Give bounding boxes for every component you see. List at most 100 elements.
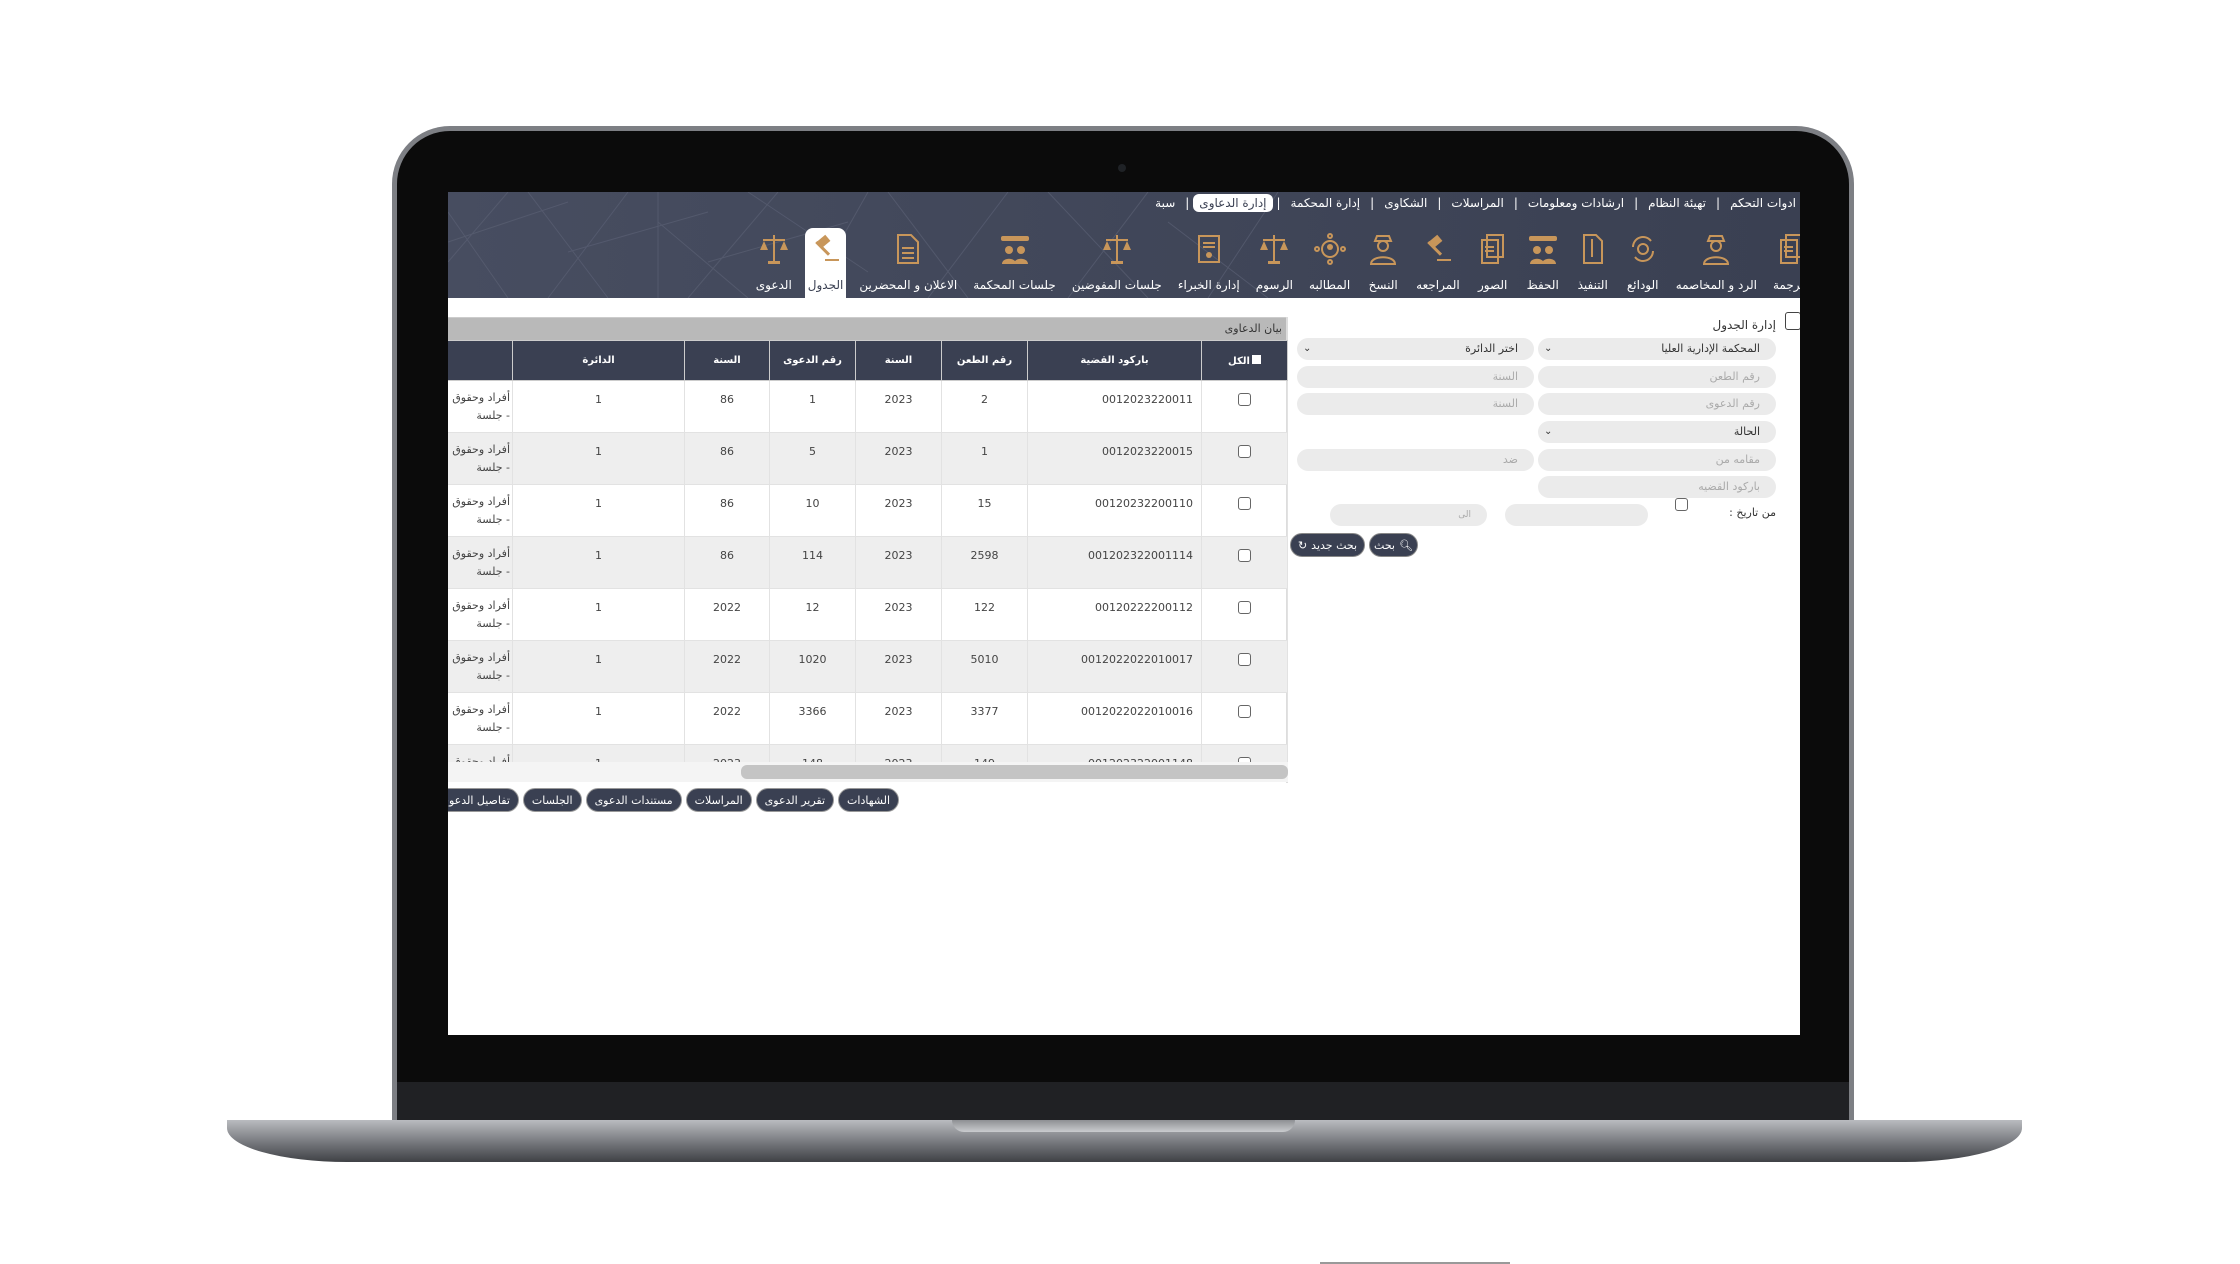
toolbar-item[interactable]: الجدول <box>804 228 847 298</box>
case-number-input[interactable]: رقم الدعوى <box>1538 393 1776 415</box>
toolbar-item[interactable]: الرسوم <box>1253 228 1296 298</box>
toolbar-item[interactable]: الاعلان و المحضرين <box>856 228 960 298</box>
top-menu-item[interactable]: إدارة المحكمة <box>1290 196 1361 210</box>
menu-separator: | <box>1716 196 1721 210</box>
status-select[interactable]: الحالة ⌄ <box>1538 421 1776 443</box>
row-checkbox[interactable] <box>1238 445 1251 458</box>
gavel-icon <box>1421 232 1455 266</box>
toolbar-item[interactable]: المطالبه <box>1306 228 1353 298</box>
sidebar-toggle[interactable] <box>1785 312 1800 330</box>
case-action-button[interactable]: مستندات الدعوى <box>585 788 682 812</box>
description-cell: أفراد وحقوق- جلسة <box>448 744 513 762</box>
gear-cycle-icon <box>1626 232 1660 266</box>
top-menu-item[interactable]: ادوات التحكم <box>1730 196 1796 210</box>
search-button[interactable]: 🔍︎ بحث <box>1369 533 1418 557</box>
row-checkbox[interactable] <box>1238 705 1251 718</box>
toolbar-item[interactable]: الحفظ <box>1523 228 1563 298</box>
row-checkbox[interactable] <box>1238 601 1251 614</box>
toolbar-item[interactable]: النسخ <box>1363 228 1403 298</box>
table-row[interactable]: 0012022022010017 5010 2023 1020 2022 1 أ… <box>448 640 1288 693</box>
top-menu-item[interactable]: إدارة الدعاوى <box>1193 194 1273 212</box>
row-checkbox[interactable] <box>1238 549 1251 562</box>
table-row[interactable]: 0012023220011 2 2023 1 86 1 أفراد وحقوق -… <box>448 380 1288 433</box>
barcode-cell: 0012023220015 <box>1027 432 1202 485</box>
toolbar-item[interactable]: الرد و المخاصمه <box>1673 228 1760 298</box>
table-row[interactable]: 00120232200110 15 2023 10 86 1 أفراد وحق… <box>448 484 1288 537</box>
court-select[interactable]: المحكمة الإدارية العليا ⌄ <box>1538 338 1776 360</box>
description-cell: أفراد وحقوق - جلسة <box>448 484 513 537</box>
description-line: - جلسة <box>476 461 510 474</box>
description-line: أفراد وحقوق <box>452 443 510 456</box>
barcode-cell: 001202322001148 <box>1027 744 1202 762</box>
toolbar-item[interactable]: الدعوى <box>753 228 795 298</box>
zip-file-icon <box>1576 232 1610 266</box>
case-action-button[interactable]: الجلسات <box>522 788 582 812</box>
barcode-input[interactable]: باركود القضيه <box>1538 476 1776 498</box>
case-number-cell: 3366 <box>769 692 856 745</box>
from-date-input[interactable] <box>1505 504 1648 526</box>
column-header <box>448 340 513 381</box>
toolbar-item[interactable]: الودائع <box>1623 228 1663 298</box>
toolbar-item[interactable]: المراجعه <box>1413 228 1463 298</box>
select-all-checkbox[interactable] <box>1251 354 1261 364</box>
table-row[interactable]: 001202322001148 149 2023 148 2023 1 أفرا… <box>448 744 1288 762</box>
row-checkbox[interactable] <box>1238 757 1251 762</box>
description-line: أفراد وحقوق <box>452 755 510 762</box>
to-date-input[interactable]: الى <box>1330 504 1487 526</box>
defendant-input[interactable]: ضد <box>1297 449 1534 471</box>
row-checkbox[interactable] <box>1238 393 1251 406</box>
case-actions-bar: تفاصيل الدعوىالجلساتمستندات الدعوىالمراس… <box>448 788 899 812</box>
plaintiff-input[interactable]: مقامه من <box>1538 449 1776 471</box>
toolbar-item[interactable]: إدارة الخبراء <box>1175 228 1243 298</box>
top-menu-item[interactable]: المراسلات <box>1451 196 1504 210</box>
case-number-cell: 12 <box>769 588 856 641</box>
case-action-button[interactable]: المراسلات <box>685 788 752 812</box>
toolbar-item[interactable]: جلسات المفوضين <box>1069 228 1165 298</box>
description-line: أفراد وحقوق <box>452 495 510 508</box>
row-checkbox[interactable] <box>1238 653 1251 666</box>
chevron-down-icon: ⌄ <box>1544 343 1553 354</box>
horizontal-scrollbar[interactable] <box>448 762 1288 782</box>
case-action-button[interactable]: تفاصيل الدعوى <box>448 788 519 812</box>
case-number-cell: 114 <box>769 536 856 589</box>
row-checkbox[interactable] <box>1238 497 1251 510</box>
toolbar-item[interactable]: التنفيذ <box>1573 228 1613 298</box>
description-cell: أفراد وحقوق - جلسة <box>448 432 513 485</box>
appeal-year-cell: 2023 <box>855 692 942 745</box>
case-year-input[interactable]: السنة <box>1297 393 1534 415</box>
row-select-cell <box>1201 432 1288 485</box>
toolbar-item[interactable]: الترجمة <box>1770 228 1800 298</box>
scrollbar-thumb[interactable] <box>741 765 1288 779</box>
top-menu-item[interactable]: سبة <box>1155 196 1176 210</box>
new-search-label: بحث جديد <box>1311 538 1358 552</box>
description-line: أفراد وحقوق <box>452 651 510 664</box>
barcode-cell: 00120222200112 <box>1027 588 1202 641</box>
menu-separator: | <box>1437 196 1442 210</box>
case-action-button[interactable]: الشهادات <box>838 788 899 812</box>
scales-icon <box>1257 232 1291 266</box>
new-search-button[interactable]: بحث جديد ↻ <box>1290 533 1365 557</box>
table-row[interactable]: 00120222200112 122 2023 12 2022 1 أفراد … <box>448 588 1288 641</box>
app-screen: سبة | إدارة الدعاوى | إدارة المحكمة | الشكاوى |… <box>448 192 1800 1035</box>
description-line: - جلسة <box>476 513 510 526</box>
column-header: السنة <box>855 340 942 381</box>
toolbar-item[interactable]: جلسات المحكمة <box>970 228 1059 298</box>
appeal-number-input[interactable]: رقم الطعن <box>1538 366 1776 388</box>
row-select-cell <box>1201 484 1288 537</box>
table-row[interactable]: 0012022022010016 3377 2023 3366 2022 1 أ… <box>448 692 1288 745</box>
table-row[interactable]: 0012023220015 1 2023 5 86 1 أفراد وحقوق -… <box>448 432 1288 485</box>
appeal-year-input[interactable]: السنة <box>1297 366 1534 388</box>
date-filter-checkbox[interactable] <box>1675 498 1688 511</box>
top-menu-item[interactable]: الشكاوى <box>1384 196 1428 210</box>
top-menu-item[interactable]: تهيئة النظام <box>1648 196 1707 210</box>
circuit-select[interactable]: اختر الدائرة ⌄ <box>1297 338 1534 360</box>
table-row[interactable]: 001202322001114 2598 2023 114 86 1 أفراد… <box>448 536 1288 589</box>
menu-separator: | <box>1276 196 1281 210</box>
toolbar-item-label: جلسات المحكمة <box>973 278 1056 292</box>
column-header: الدائرة <box>512 340 685 381</box>
top-menu-item[interactable]: ارشادات ومعلومات <box>1527 196 1625 210</box>
case-action-button[interactable]: تقرير الدعوى <box>755 788 835 812</box>
toolbar-item[interactable]: الصور <box>1473 228 1513 298</box>
toolbar-item-label: الدعوى <box>755 278 792 292</box>
description-cell: أفراد وحقوق- جلسة <box>448 380 513 433</box>
